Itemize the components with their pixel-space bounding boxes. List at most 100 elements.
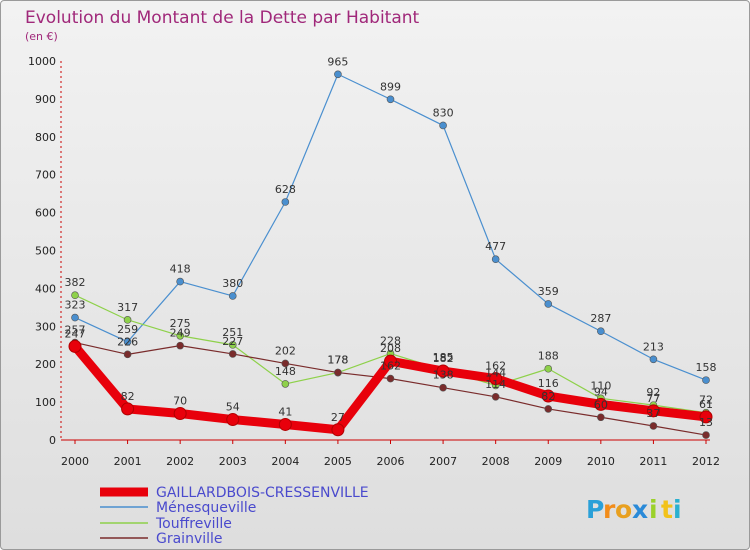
y-tick-label: 600 (35, 207, 56, 220)
axes: 0 100 200 300 400 500 600 700 800 900 1000 2000 2001… (28, 55, 720, 468)
data-point (646, 404, 660, 418)
data-label: 158 (696, 361, 717, 374)
data-label: 257 (65, 324, 86, 337)
data-label: 227 (222, 335, 243, 348)
data-point (278, 417, 292, 431)
data-point (228, 341, 237, 349)
brand-letter: o (615, 495, 632, 524)
data-point (176, 277, 184, 286)
data-label: 82 (121, 390, 135, 403)
data-label: 110 (590, 379, 611, 392)
x-tick-label: 2001 (114, 455, 142, 468)
data-point (123, 338, 132, 346)
data-point (228, 350, 237, 358)
x-tick-label: 2004 (271, 455, 299, 468)
data-label: 37 (646, 407, 660, 420)
data-label: 899 (380, 80, 401, 93)
data-point (386, 374, 395, 383)
x-tick-label: 2009 (534, 455, 562, 468)
legend-label: Grainville (156, 531, 223, 547)
y-tick-label: 1000 (28, 55, 56, 68)
legend-label: Ménesqueville (156, 500, 256, 516)
x-tick-label: 2012 (692, 455, 720, 468)
data-label: 317 (117, 301, 138, 314)
x-tick-label: 2011 (639, 455, 667, 468)
data-label: 92 (646, 386, 660, 399)
data-point (597, 413, 605, 422)
data-point (544, 364, 553, 373)
data-point (544, 300, 553, 308)
data-label: 54 (226, 401, 240, 414)
data-label: 628 (275, 183, 296, 196)
x-tick-label: 2005 (324, 455, 352, 468)
data-point (491, 255, 500, 264)
chart-title: Evolution du Montant de la Dette par Hab… (25, 8, 420, 28)
data-point (334, 70, 342, 79)
y-tick-label: 700 (35, 169, 56, 182)
data-point (544, 405, 553, 413)
data-point (439, 383, 447, 392)
data-label: 418 (170, 263, 191, 276)
data-point (649, 355, 658, 364)
data-label: 359 (538, 285, 559, 298)
data-point (71, 313, 79, 322)
data-label: 144 (485, 366, 506, 379)
data-point (68, 339, 82, 353)
brand-letter: x (632, 495, 648, 524)
data-label: 382 (65, 276, 86, 289)
x-tick-label: 2000 (61, 455, 89, 468)
chart-subtitle: (en €) (25, 30, 58, 43)
data-label: 116 (538, 377, 559, 390)
data-point (489, 372, 503, 386)
data-label: 287 (590, 312, 611, 325)
data-point (594, 397, 608, 411)
data-label: 965 (327, 55, 348, 68)
data-label: 41 (278, 405, 292, 418)
data-label: 228 (380, 335, 401, 348)
data-label: 162 (380, 360, 401, 373)
data-label: 259 (117, 323, 138, 336)
data-point (281, 380, 290, 388)
legend: GAILLARDBOIS-CRESSENVILLEMénesquevilleTo… (100, 485, 369, 547)
data-point (123, 316, 132, 324)
data-label: 178 (327, 354, 348, 367)
x-tick-label: 2008 (482, 455, 510, 468)
data-point (699, 410, 713, 424)
data-label: 77 (646, 392, 660, 405)
proxiti-logo: Pr o x i t i (586, 495, 682, 524)
data-label: 138 (433, 369, 454, 382)
data-point (702, 431, 710, 439)
data-label: 213 (643, 340, 664, 353)
data-label: 477 (485, 240, 506, 253)
y-tick-label: 200 (35, 358, 56, 371)
data-label: 114 (485, 378, 506, 391)
brand-letter: r (603, 495, 616, 524)
data-label: 61 (699, 398, 713, 411)
data-point (121, 402, 135, 416)
data-point (226, 413, 240, 427)
data-label: 182 (433, 352, 454, 365)
data-label: 380 (222, 277, 243, 290)
x-tick-label: 2010 (587, 455, 615, 468)
data-point (176, 331, 184, 340)
data-label: 13 (699, 416, 713, 429)
data-label: 208 (380, 342, 401, 355)
data-label: 178 (327, 354, 348, 367)
brand-letter: i (649, 495, 658, 524)
data-label: 188 (538, 350, 559, 363)
data-point (597, 327, 605, 336)
data-point (541, 389, 555, 403)
y-tick-label: 400 (35, 282, 56, 295)
data-point (176, 341, 184, 350)
data-point (123, 350, 132, 359)
data-point (228, 292, 237, 300)
data-label: 247 (65, 327, 86, 340)
data-point (281, 359, 290, 368)
x-tick-label: 2002 (166, 455, 194, 468)
data-point (71, 291, 79, 300)
y-tick-label: 500 (35, 245, 56, 258)
y-tick-label: 0 (49, 434, 56, 447)
data-point (386, 95, 395, 104)
y-tick-label: 300 (35, 320, 56, 333)
